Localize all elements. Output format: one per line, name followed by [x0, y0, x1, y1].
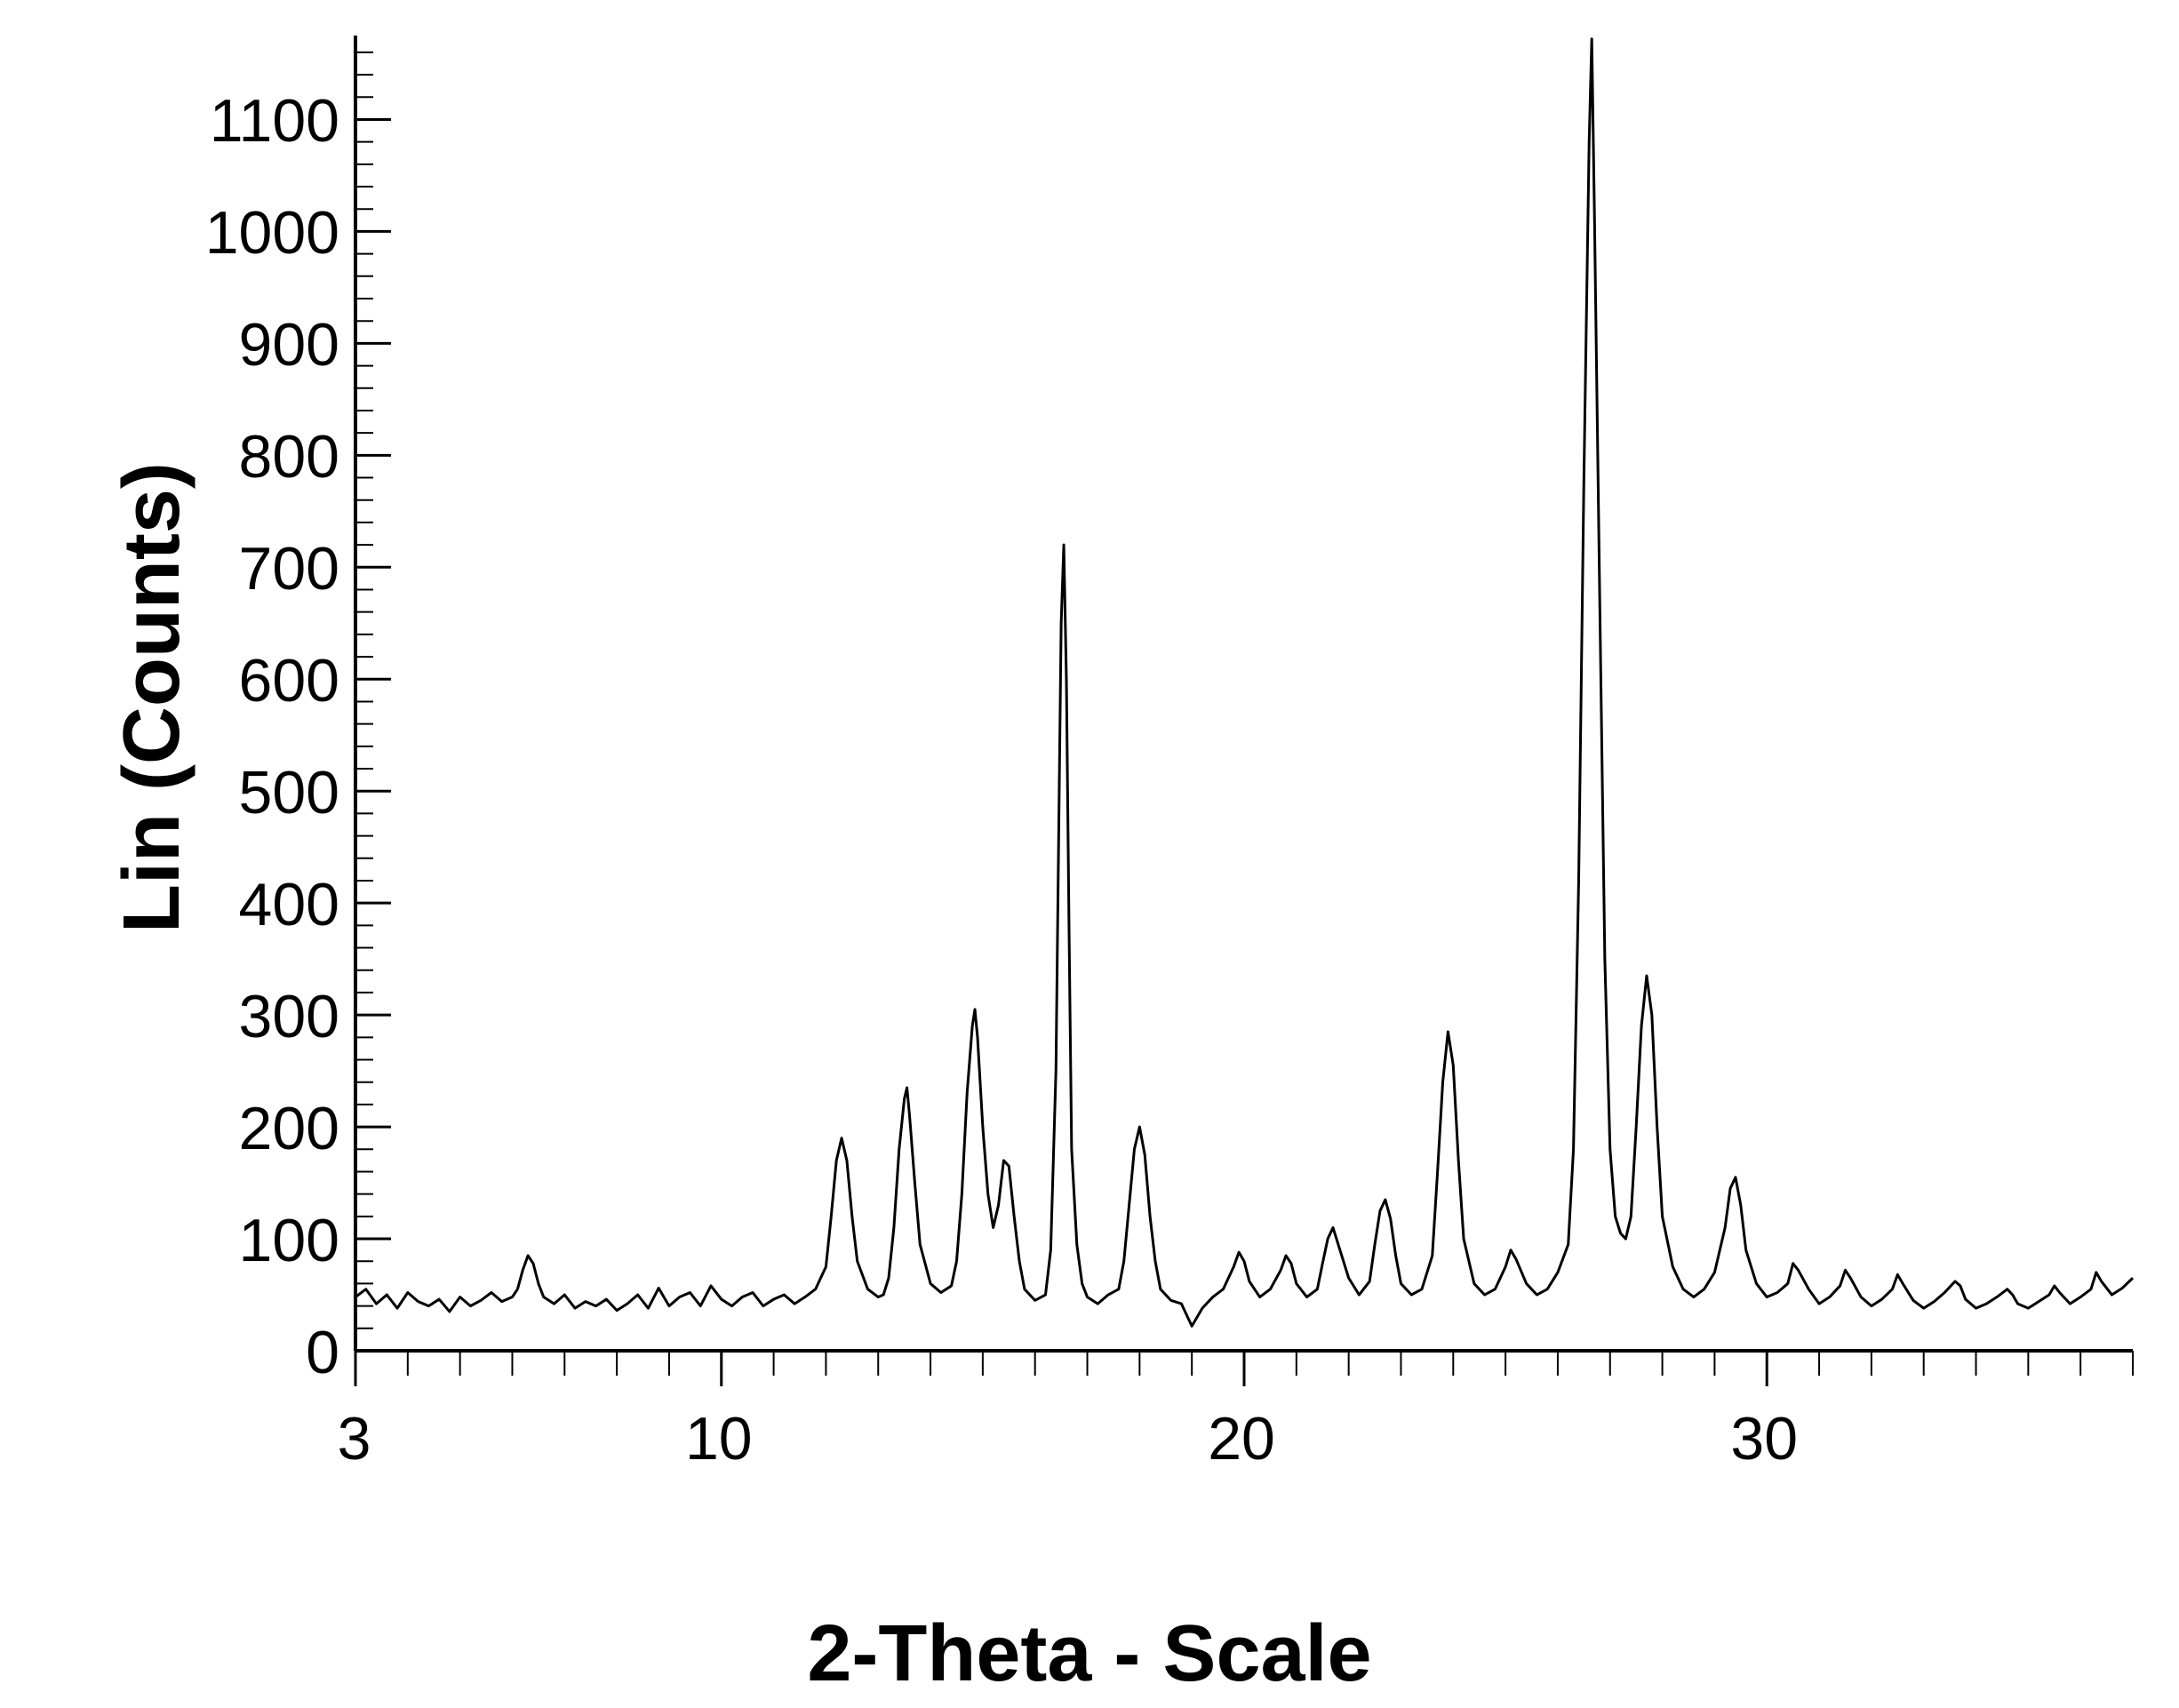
y-tick-label: 0 [306, 1318, 339, 1387]
y-tick-label: 1100 [210, 86, 339, 156]
x-axis-label: 2-Theta - Scale [0, 1608, 2179, 1700]
y-tick-label: 400 [239, 870, 339, 939]
y-tick-label: 700 [239, 534, 339, 603]
x-tick-label: 30 [1730, 1404, 1798, 1473]
y-tick-label: 300 [239, 982, 339, 1051]
y-tick-label: 200 [239, 1094, 339, 1163]
x-tick-label: 10 [685, 1404, 753, 1473]
y-tick-label: 1000 [205, 198, 339, 267]
x-tick-label: 3 [338, 1404, 371, 1473]
y-tick-label: 600 [239, 646, 339, 715]
y-tick-label: 900 [239, 310, 339, 379]
x-tick-label: 20 [1208, 1404, 1275, 1473]
y-axis-label: Lin (Counts) [107, 462, 198, 933]
xrd-chart: Lin (Counts) 2-Theta - Scale 0 100 200 300 4… [0, 0, 2179, 1708]
y-tick-label: 100 [239, 1206, 339, 1275]
y-tick-label: 800 [239, 422, 339, 491]
y-tick-label: 500 [239, 758, 339, 827]
